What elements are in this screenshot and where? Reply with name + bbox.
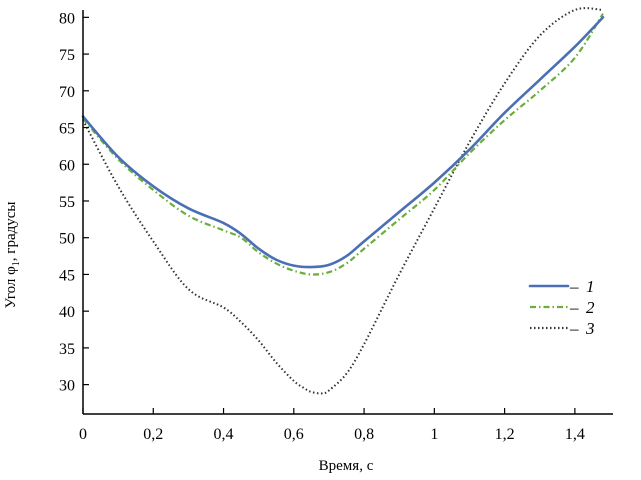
y-axis-label-subscript: 1: [11, 261, 22, 266]
y-tick-label: 45: [59, 267, 75, 284]
y-axis-label: Угол φ1, градусы: [3, 202, 22, 309]
y-tick-label: 55: [59, 194, 75, 211]
y-tick-label: 30: [59, 378, 75, 395]
y-axis-label-main: Угол φ: [3, 266, 19, 309]
series-line-3: [82, 7, 604, 395]
x-tick-label: 1,4: [565, 426, 585, 443]
x-tick-label: 0,8: [354, 426, 374, 443]
series-line-1: [81, 16, 605, 269]
legend-dash: –: [569, 319, 579, 338]
legend-label-3: 3: [585, 319, 595, 338]
y-tick-label: 35: [59, 341, 75, 358]
legend-label-2: 2: [586, 298, 595, 317]
y-tick-label: 60: [59, 157, 75, 174]
legend-dash: –: [569, 298, 579, 317]
y-axis-label-unit: , градусы: [3, 202, 19, 262]
series-lines: [81, 7, 605, 395]
x-tick-label: 0,6: [284, 426, 304, 443]
x-tick-label: 1,2: [495, 426, 515, 443]
legend: –1– 2– 3: [528, 277, 595, 338]
y-axis-ticks: 30 35 40 45 50 55 60 65 70 75 80: [59, 10, 89, 395]
y-tick-label: 50: [59, 231, 75, 248]
x-tick-label: 0,4: [214, 426, 234, 443]
x-tick-label: 0,2: [143, 426, 163, 443]
x-tick-label: 1: [430, 426, 438, 443]
y-tick-label: 40: [59, 304, 75, 321]
y-tick-label: 75: [59, 47, 75, 64]
y-tick-label: 70: [59, 84, 75, 101]
x-tick-label: 0: [79, 426, 87, 443]
legend-label-1: 1: [586, 277, 595, 296]
legend-dash: –: [569, 277, 579, 296]
x-axis-label: Время, с: [319, 458, 374, 474]
x-axis-ticks: 0 0,2 0,4 0,6 0,8 1 1,2 1,4: [79, 408, 585, 443]
series-line-2: [82, 13, 604, 276]
y-tick-label: 80: [59, 10, 75, 27]
y-tick-label: 65: [59, 121, 75, 138]
